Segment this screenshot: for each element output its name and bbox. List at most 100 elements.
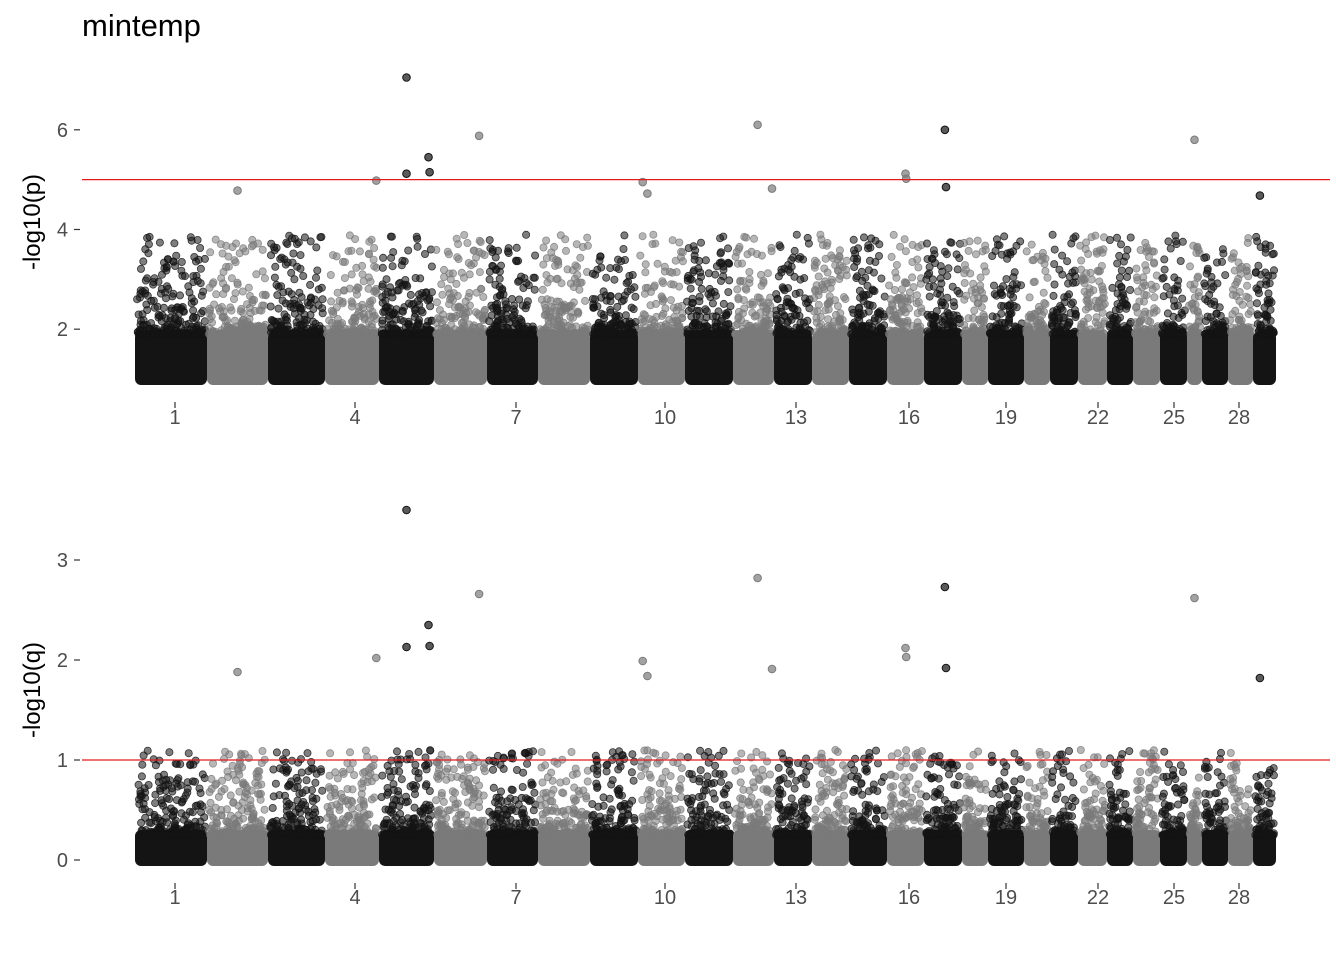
snp-point [1038,248,1047,257]
snp-point [948,282,957,291]
snp-point [304,301,313,310]
snp-point [840,293,849,302]
snp-point [378,263,387,272]
snp-point [708,312,717,321]
snp-point [1178,310,1187,319]
snp-point [406,290,415,299]
snp-point [555,316,564,325]
snp-point [422,322,431,331]
snp-point [542,236,551,245]
snp-point [435,761,444,770]
snp-point [905,288,914,297]
snp-point [258,290,267,299]
snp-point [936,274,945,283]
snp-point [1152,306,1161,315]
snp-point [336,320,345,329]
snp-point [1191,322,1200,331]
snp-point [308,797,317,806]
snp-point [244,283,253,292]
snp-point [521,794,530,803]
snp-point [327,801,336,810]
snp-point [706,292,715,301]
snp-point [850,254,859,263]
snp-point [1264,289,1273,298]
snp-point [1092,303,1101,312]
snp-point [930,250,939,259]
snp-point [701,305,710,314]
snp-point [504,249,513,258]
snp-point [1071,232,1080,241]
snp-point [848,305,857,314]
snp-point [697,284,706,293]
snp-point [763,269,772,278]
snp-point [521,822,530,831]
snp-point [1009,293,1018,302]
snp-point [1163,318,1172,327]
snp-point [368,296,377,305]
snp-point [931,258,940,267]
snp-point [1119,257,1128,266]
chromosome-band-6 [434,331,487,386]
snp-point [176,781,185,790]
snp-point [316,765,325,774]
snp-point [221,747,230,756]
snp-point [742,285,751,294]
snp-point [253,781,262,790]
snp-point [455,309,464,318]
snp-point [351,317,360,326]
snp-point [745,267,754,276]
snp-point [207,774,216,783]
snp-point [787,299,796,308]
snp-point [308,810,317,819]
snp-point [1087,233,1096,242]
snp-point [1173,301,1182,310]
snp-point [1260,303,1269,312]
snp-point [350,771,359,780]
snp-point [877,274,886,283]
snp-point [452,830,461,839]
snp-point [828,324,837,333]
snp-point [270,273,279,282]
snp-point [170,239,179,248]
snp-point [814,272,823,281]
snp-point [455,326,464,335]
snp-point [398,306,407,315]
snp-point [224,252,233,261]
snp-point [248,295,257,304]
snp-point [491,253,500,262]
snp-point [1236,269,1245,278]
chromosome-band-13 [774,331,812,386]
snp-point [215,304,224,313]
snp-point [497,330,506,339]
snp-point [566,321,575,330]
snp-point [190,777,199,786]
snp-point [646,324,655,333]
snp-point [380,820,389,829]
snp-point [453,253,462,262]
snp-point [1232,291,1241,300]
snp-point [383,302,392,311]
snp-point [1089,286,1098,295]
snp-point [367,777,376,786]
snp-point [1000,318,1009,327]
snp-point [583,321,592,330]
snp-point [900,235,909,244]
snp-point [414,315,423,324]
snp-point [914,297,923,306]
snp-point [1221,271,1230,280]
snp-point [887,252,896,261]
top-hit-point [402,73,411,82]
snp-point [701,327,710,336]
chromosome-band-25 [1160,331,1187,386]
snp-point [639,329,648,338]
snp-point [150,329,159,338]
snp-point [446,275,455,284]
snp-point [468,821,477,830]
snp-point [695,277,704,286]
snp-point [364,284,373,293]
snp-point [432,245,441,254]
snp-point [357,324,366,333]
snp-point [588,294,597,303]
snp-point [227,306,236,315]
snp-point [260,274,269,283]
